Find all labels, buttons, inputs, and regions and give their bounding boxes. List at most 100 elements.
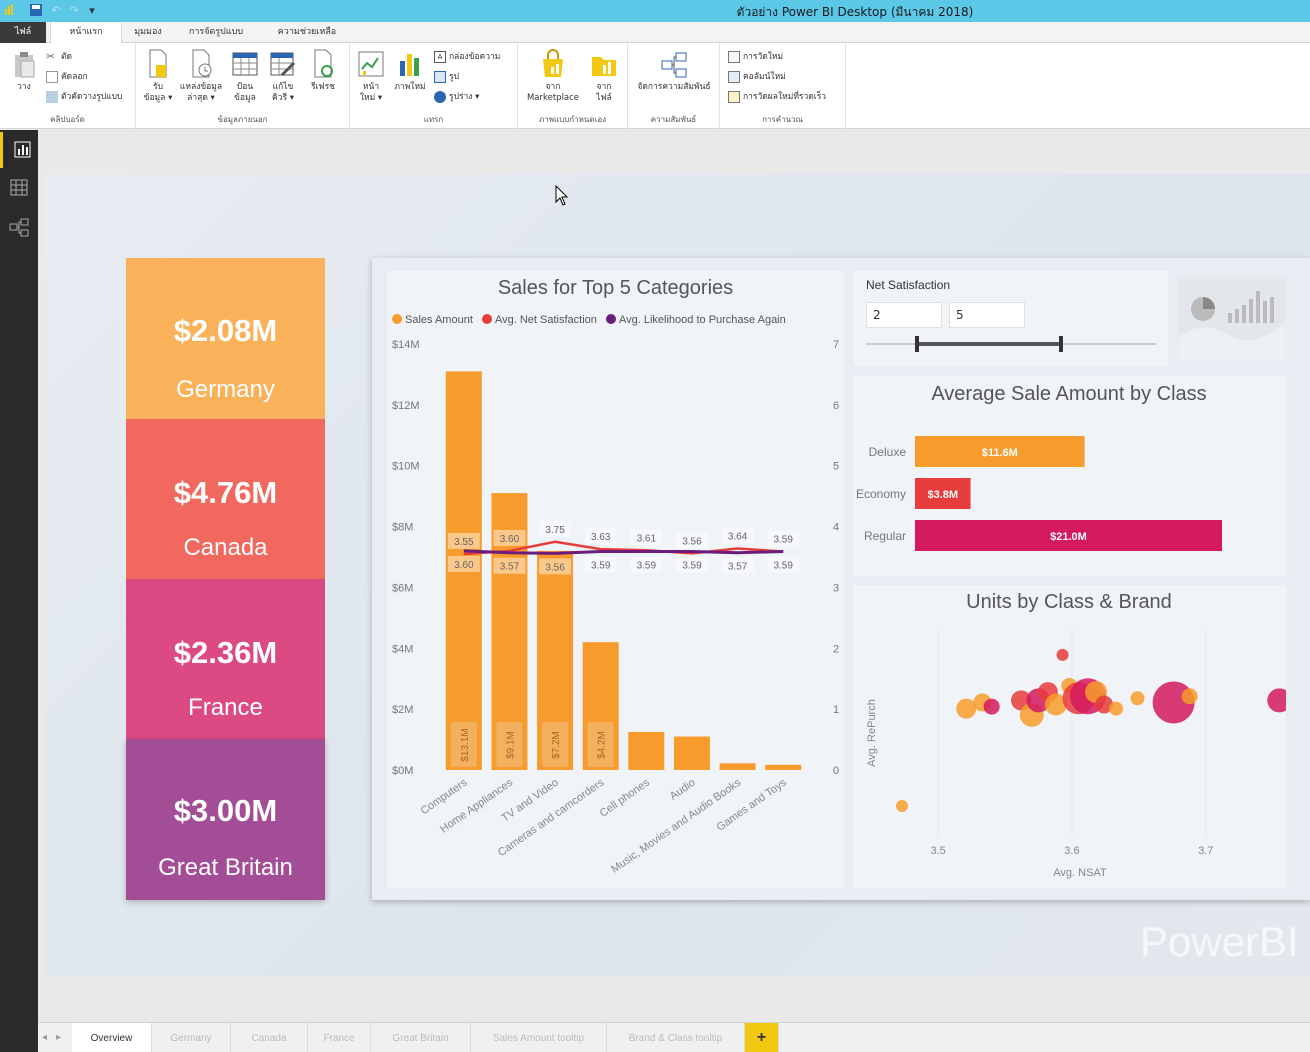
from-file-label-1: จาก [596,82,612,92]
slider-max-handle[interactable] [1059,336,1063,352]
scatter-x-tick-label: 3.5 [930,845,945,857]
tab-format[interactable]: การจัดรูปแบบ [188,27,244,37]
net-satisfaction-slicer[interactable]: Net Satisfaction 2 5 [853,271,1168,366]
units-by-class-brand-visual[interactable]: Units by Class & Brand 3.5 3.6 3.7 Avg. NSAT… [853,585,1286,888]
kpi-card-germany[interactable]: $2.08M Germany [126,258,325,419]
scroll-right-icon[interactable]: ▸ [56,1032,62,1043]
from-file-button[interactable]: จาก ไฟล์ [586,49,622,104]
copy-button[interactable]: คัดลอก [46,69,88,85]
enter-data-button[interactable]: ป้อน ข้อมูล [228,49,262,104]
class-bar-label: $21.0M [1050,531,1087,543]
y2-axis-tick-label: 6 [833,400,839,412]
slider-range [917,342,1061,346]
tab-file[interactable]: ไฟล์ [0,22,46,43]
page-tab-canada[interactable]: Canada [231,1023,308,1052]
edit-queries-label-2: คิวรี ▾ [272,93,294,103]
format-painter-button[interactable]: ตัวคัดวางรูปแบบ [46,89,122,105]
bar-data-label: $13.1M [460,728,471,761]
line-label-bg [675,532,708,549]
class-bar-label: $11.6M [982,447,1018,459]
new-column-button[interactable]: คอลัมน์ใหม่ [728,69,786,85]
mouse-cursor-icon [555,185,569,206]
kpi-card-canada[interactable]: $4.76M Canada [126,419,325,579]
y2-axis-tick-label: 1 [833,704,839,716]
report-view-icon [14,141,31,158]
visual-thumbnail[interactable] [1178,277,1286,360]
add-page-button[interactable]: + [745,1023,779,1052]
shapes-button[interactable]: รูปร่าง ▾ [434,89,479,105]
custom-visuals-group: จาก Marketplace จาก ไฟล์ ภาพแบบกำหนดเอง [518,43,628,129]
legend-label: Avg. Likelihood to Purchase Again [619,314,786,326]
data-view-icon [10,179,28,196]
textbox-button[interactable]: A กล่องข้อความ [434,49,500,65]
legend-item-avg-likelihood[interactable]: Avg. Likelihood to Purchase Again [606,314,786,326]
legend-dot [392,314,402,324]
scatter-x-tick-label: 3.7 [1198,845,1213,857]
kpi-bg [126,258,325,419]
new-page-button[interactable]: หน้า ใหม่ ▾ [354,49,388,104]
y-axis-tick-label: $6M [392,582,413,594]
line-data-label: 3.59 [591,561,611,572]
kpi-bg [126,739,325,900]
data-view-button[interactable] [0,170,38,206]
new-visual-button[interactable]: ภาพใหม่ [390,49,430,93]
recent-sources-label-2: ล่าสุด ▾ [187,93,215,103]
slider-min-handle[interactable] [915,336,919,352]
from-file-label-2: ไฟล์ [596,93,612,103]
combo-chart-visual[interactable]: Sales for Top 5 Categories Sales Amount … [387,271,844,888]
page-tab-brand-class-tooltip[interactable]: Brand & Class tooltip [607,1023,745,1052]
page-tab-germany[interactable]: Germany [152,1023,231,1052]
marketplace-label-2: Marketplace [526,93,580,103]
legend-dot [606,314,616,324]
page-tab-overview[interactable]: Overview [72,1023,152,1052]
new-measure-button[interactable]: การวัดใหม่ [728,49,783,65]
paste-button[interactable]: วาง [10,51,38,93]
cut-button[interactable]: ✂ ตัด [46,49,72,65]
avg-sale-by-class-visual[interactable]: Average Sale Amount by Class Deluxe $11.6M… [853,376,1286,576]
scatter-x-axis-label: Avg. NSAT [1053,867,1107,879]
folder-icon [592,57,616,76]
tab-help[interactable]: ความช่วยเหลือ [277,27,337,37]
relationship-view-button[interactable] [0,210,38,246]
legend-item-sales-amount[interactable]: Sales Amount [392,314,473,326]
tab-home[interactable]: หน้าแรก [50,22,122,44]
recent-sources-icon [192,49,212,78]
scatter-point [983,698,1000,715]
get-data-button[interactable]: รับ ข้อมูล ▾ [142,49,174,104]
save-icon[interactable] [28,3,44,19]
edit-queries-icon [270,52,296,77]
recent-sources-button[interactable]: แหล่งข้อมูล ล่าสุด ▾ [178,49,224,104]
kpi-card-great-britain[interactable]: $3.00M Great Britain [126,739,325,900]
bar-data-label: $7.2M [551,731,562,759]
line-data-label: 3.64 [728,531,748,542]
customize-quick-access-icon[interactable]: ▾ [89,4,95,17]
refresh-button[interactable]: รีเฟรช [306,49,340,93]
report-view-button[interactable] [0,132,38,168]
from-marketplace-button[interactable]: จาก Marketplace [522,49,584,104]
legend-item-avg-net-satisfaction[interactable]: Avg. Net Satisfaction [482,314,597,326]
tab-view[interactable]: มุมมอง [134,27,162,37]
scatter-point [896,799,909,812]
page-tab-sales-amount-tooltip[interactable]: Sales Amount tooltip [471,1023,607,1052]
textbox-label: กล่องข้อความ [449,52,501,62]
undo-icon[interactable]: ↶ [51,4,61,17]
class-category-label: Deluxe [869,445,907,459]
redo-icon[interactable]: ↷ [69,4,79,17]
page-tab-france[interactable]: France [308,1023,371,1052]
image-button[interactable]: รูป [434,69,459,85]
page-tab-great-britain[interactable]: Great Britain [371,1023,471,1052]
calculations-group: การวัดใหม่ คอลัมน์ใหม่ การวัดผลใหม่ที่รว… [720,43,846,129]
new-page-label-2: ใหม่ ▾ [359,93,383,103]
edit-queries-button[interactable]: แก้ไข คิวรี ▾ [266,49,300,104]
scroll-left-icon[interactable]: ◂ [42,1032,48,1043]
kpi-card-france[interactable]: $2.36M France [126,579,325,739]
y2-axis-tick-label: 7 [833,339,839,351]
line-label-bg [539,520,572,537]
line-data-label: 3.55 [454,537,474,548]
chart-thumbnail-icon [1178,291,1286,360]
slicer-min-input[interactable]: 2 [866,302,942,328]
relationships-icon [661,52,687,78]
manage-relationships-button[interactable]: จัดการความสัมพันธ์ [630,49,718,93]
quick-measure-button[interactable]: การวัดผลใหม่ที่รวดเร็ว [728,89,826,105]
slicer-max-input[interactable]: 5 [949,302,1025,328]
